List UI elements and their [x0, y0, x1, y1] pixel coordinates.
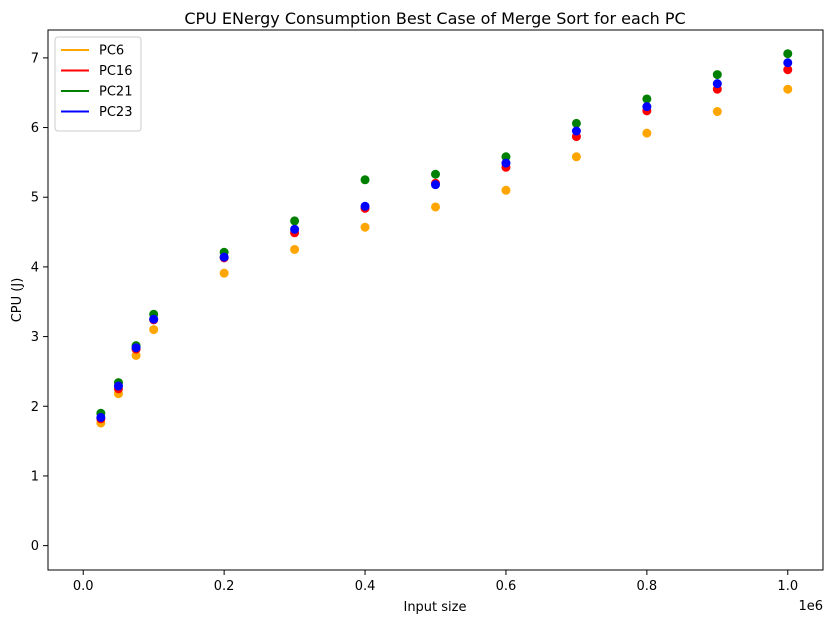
- y-tick-label: 3: [31, 330, 39, 345]
- legend: PC6 PC16 PC21 PC23: [54, 36, 142, 132]
- data-point-pc21-12: [783, 49, 793, 59]
- x-axis-ticks: 0.0 0.2 0.4 0.6 0.8 1.0: [73, 570, 798, 594]
- data-point-pc6-10: [642, 128, 652, 138]
- x-tick-label: 0.2: [214, 579, 235, 594]
- legend-label-pc16: PC16: [99, 64, 132, 79]
- data-point-pc23-11: [712, 79, 722, 89]
- y-axis-label: CPU (J): [10, 278, 25, 323]
- data-point-pc6-8: [501, 185, 511, 195]
- data-point-pc23-5: [290, 224, 300, 234]
- data-point-pc23-12: [783, 58, 793, 68]
- data-point-pc23-2: [131, 343, 141, 353]
- data-point-pc6-6: [360, 222, 370, 232]
- x-tick-label: 0.4: [355, 579, 376, 594]
- data-point-pc23-8: [501, 158, 511, 168]
- legend-label-pc6: PC6: [99, 44, 124, 59]
- data-point-pc6-2: [131, 350, 141, 360]
- x-tick-label: 1.0: [777, 579, 798, 594]
- data-point-pc6-7: [431, 202, 440, 212]
- y-tick-label: 7: [31, 51, 39, 66]
- data-point-pc23-10: [642, 102, 652, 112]
- data-point-pc21-11: [712, 70, 722, 80]
- data-point-pc6-11: [712, 107, 722, 117]
- y-tick-label: 6: [31, 121, 39, 136]
- data-point-pc6-9: [571, 152, 581, 162]
- y-tick-label: 4: [31, 260, 39, 275]
- x-tick-label: 0.8: [637, 579, 658, 594]
- data-point-pc23-9: [571, 126, 581, 136]
- x-axis-offset-label: 1e6: [798, 599, 823, 614]
- y-tick-label: 5: [31, 191, 39, 206]
- data-point-pc21-5: [290, 216, 300, 226]
- data-point-pc6-5: [290, 244, 300, 254]
- data-point-pc16-12: [783, 65, 793, 75]
- y-tick-label: 0: [31, 539, 39, 554]
- legend-label-pc21: PC21: [99, 85, 132, 100]
- data-point-pc23-7: [431, 180, 440, 190]
- data-point-pc21-9: [571, 118, 581, 128]
- x-tick-label: 0.0: [73, 579, 94, 594]
- legend-box: [54, 36, 142, 132]
- chart-title: CPU ENergy Consumption Best Case of Merg…: [184, 9, 685, 28]
- y-tick-label: 2: [31, 400, 39, 415]
- legend-label-pc23: PC23: [99, 105, 132, 120]
- data-point-pc21-8: [501, 152, 511, 162]
- data-point-pc21-6: [360, 175, 370, 185]
- data-point-pc23-4: [219, 252, 229, 262]
- data-point-pc23-3: [149, 314, 159, 324]
- data-point-pc23-0: [96, 412, 106, 422]
- x-axis-label: Input size: [403, 600, 466, 615]
- data-point-pc21-10: [642, 94, 652, 104]
- plot-points: [96, 49, 793, 428]
- y-axis-ticks: 0 1 2 3 4 5 6 7: [31, 51, 48, 554]
- data-point-pc23-1: [113, 381, 123, 391]
- plot-frame: [47, 29, 824, 571]
- data-point-pc6-3: [149, 325, 159, 335]
- data-point-pc23-6: [360, 201, 370, 211]
- x-tick-label: 0.6: [496, 579, 517, 594]
- data-point-pc6-4: [219, 268, 229, 278]
- data-point-pc21-7: [431, 169, 440, 179]
- data-point-pc6-12: [783, 84, 793, 94]
- y-tick-label: 1: [31, 469, 39, 484]
